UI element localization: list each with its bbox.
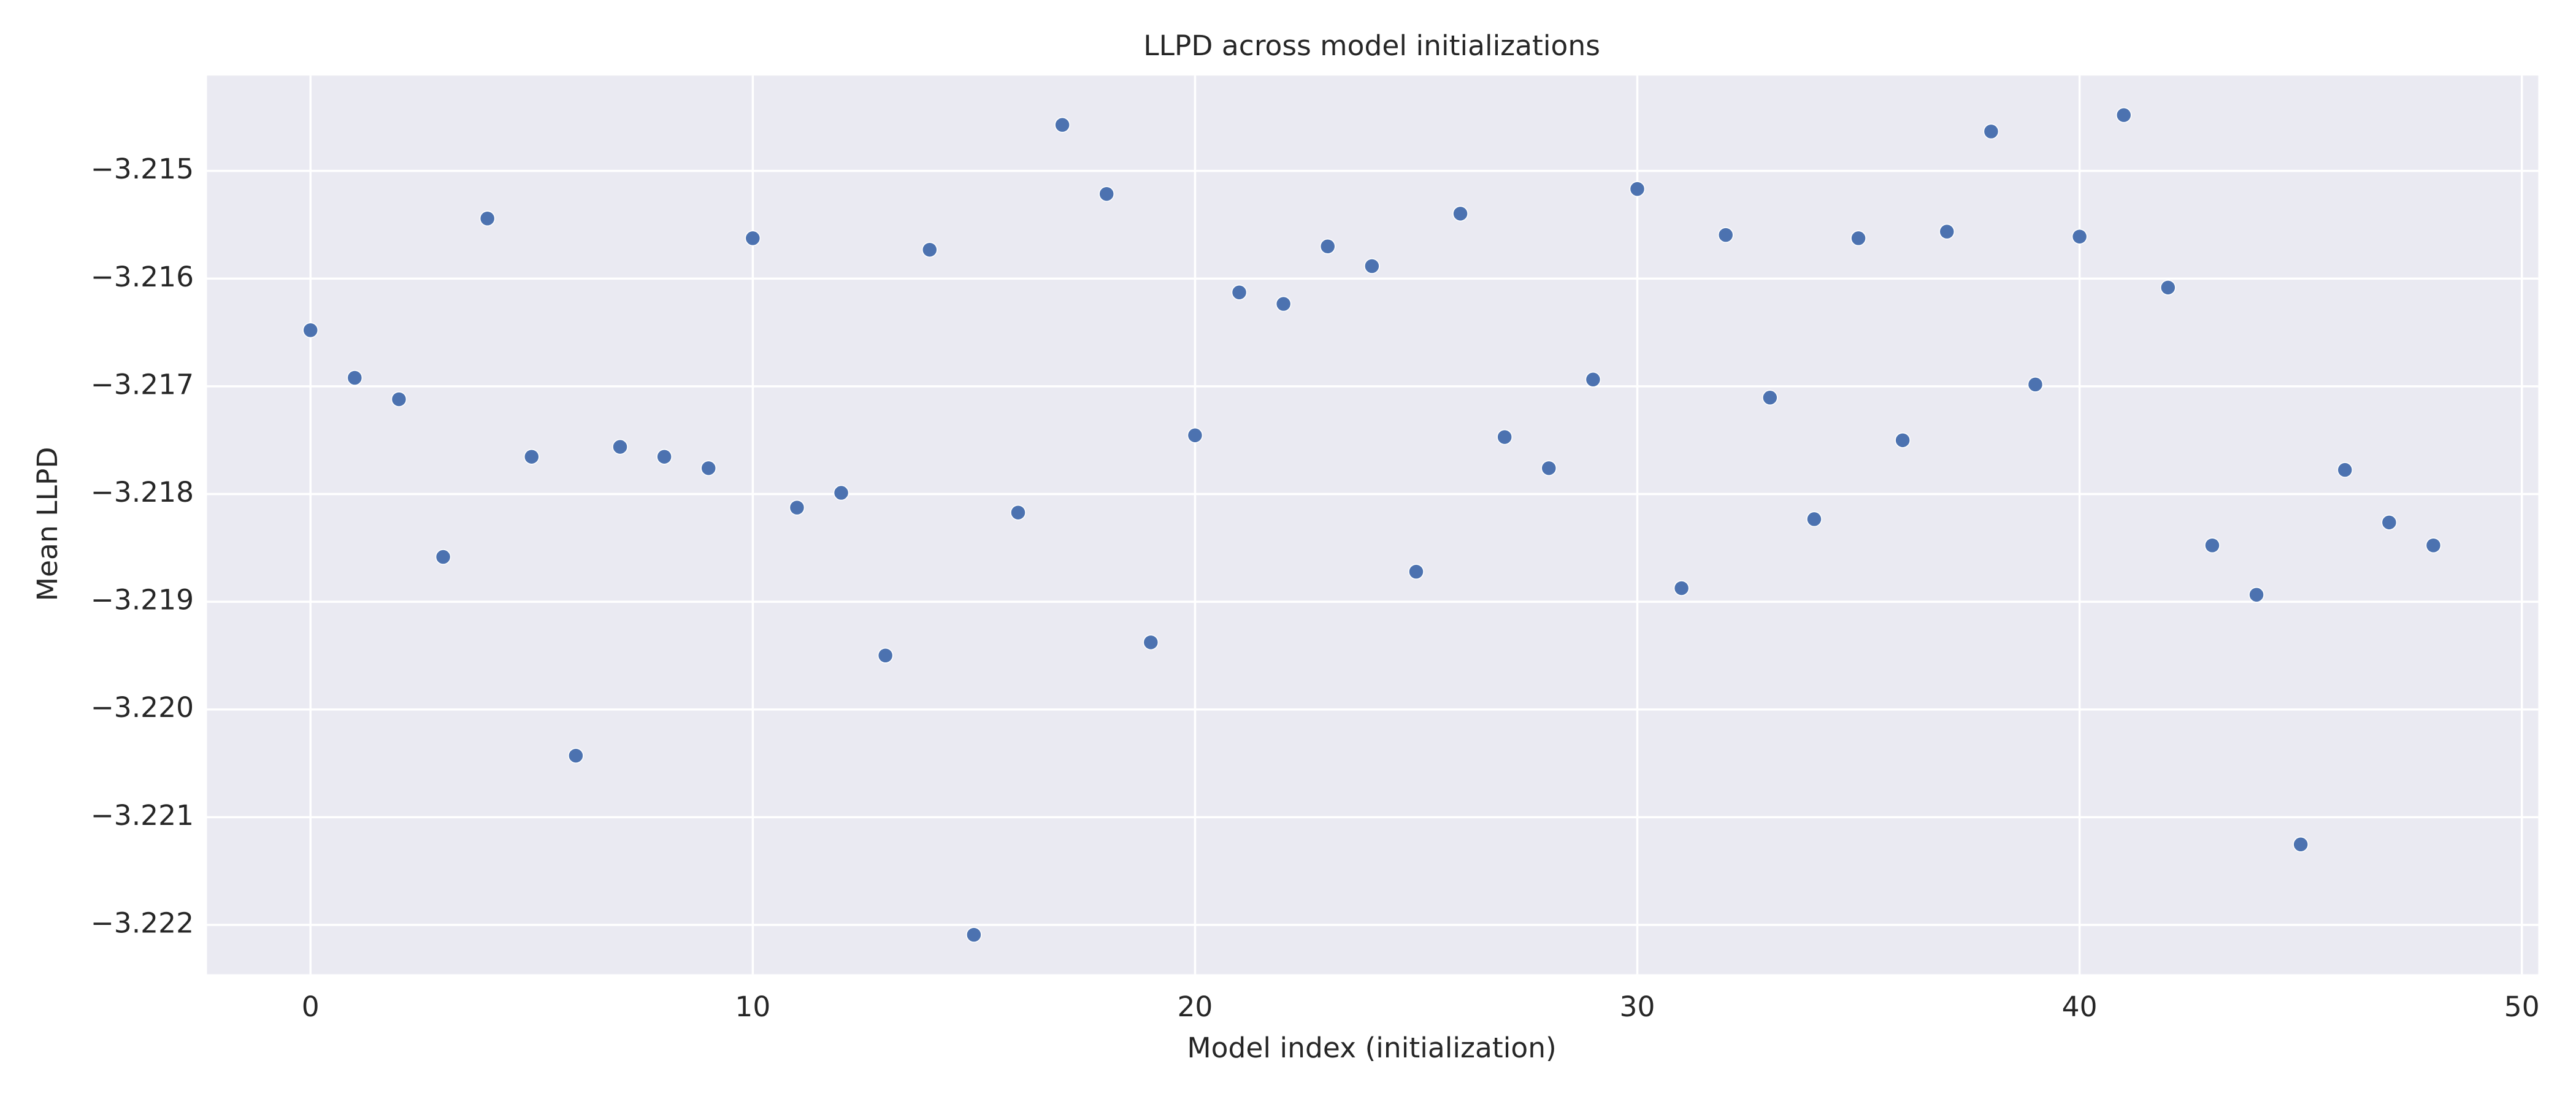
data-point: [1098, 186, 1115, 202]
x-tick-label: 10: [735, 991, 770, 1023]
data-point: [1497, 429, 1513, 445]
plot-area: [207, 75, 2539, 975]
data-point: [833, 485, 849, 501]
chart-title: LLPD across model initializations: [1143, 29, 1600, 62]
data-point: [1408, 564, 1424, 580]
x-axis-label: Model index (initialization): [1187, 1032, 1556, 1064]
data-point: [2248, 586, 2264, 603]
data-point: [1673, 580, 1690, 596]
data-point: [966, 927, 982, 943]
data-point: [2425, 537, 2442, 554]
data-point: [2027, 377, 2044, 393]
y-axis-label: Mean LLPD: [31, 447, 64, 602]
data-point: [1319, 238, 1336, 255]
x-tick-label: 20: [1177, 991, 1213, 1023]
y-tick-label: −3.222: [91, 907, 194, 939]
data-point: [479, 210, 496, 227]
y-tick-label: −3.215: [91, 153, 194, 185]
data-point: [302, 322, 319, 339]
data-point: [391, 391, 407, 407]
data-point: [877, 647, 894, 664]
data-point: [435, 549, 451, 565]
x-tick-label: 40: [2062, 991, 2098, 1023]
data-point: [1054, 117, 1070, 133]
data-point: [2115, 107, 2132, 123]
data-point: [2071, 228, 2088, 245]
data-point: [1187, 427, 1203, 443]
x-tick-label: 50: [2504, 991, 2540, 1023]
data-point: [745, 230, 761, 247]
data-point: [1629, 181, 1646, 197]
data-point: [347, 370, 363, 386]
data-point: [789, 499, 805, 516]
y-tick-label: −3.221: [91, 799, 194, 832]
data-point: [1983, 123, 1999, 140]
x-tick-label: 30: [1620, 991, 1655, 1023]
y-tick-label: −3.219: [91, 584, 194, 616]
data-point: [1143, 634, 1159, 651]
data-point: [1364, 258, 1380, 274]
y-tick-label: −3.220: [91, 691, 194, 724]
data-point: [1275, 296, 1292, 312]
data-point: [1010, 504, 1026, 521]
data-point: [1231, 284, 1248, 301]
x-tick-label: 0: [302, 991, 320, 1023]
y-tick-label: −3.217: [91, 368, 194, 401]
data-point: [2204, 537, 2220, 554]
data-point: [1452, 205, 1468, 222]
data-point: [523, 448, 540, 465]
data-point: [921, 242, 938, 258]
data-point: [1895, 432, 1911, 448]
data-point: [1850, 230, 1866, 247]
data-point: [1585, 371, 1601, 388]
data-point: [1761, 389, 1778, 406]
data-point: [1806, 511, 1822, 527]
data-point: [1541, 460, 1557, 477]
data-point: [2381, 514, 2398, 531]
data-point: [2160, 279, 2176, 296]
y-tick-label: −3.216: [91, 261, 194, 293]
data-point: [700, 460, 717, 477]
data-point: [612, 439, 628, 455]
data-point: [656, 448, 672, 465]
data-point: [2337, 462, 2353, 478]
data-point: [1939, 223, 1955, 240]
data-point: [2293, 836, 2309, 853]
data-point: [1717, 227, 1734, 243]
data-point: [568, 748, 584, 764]
y-tick-label: −3.218: [91, 476, 194, 508]
